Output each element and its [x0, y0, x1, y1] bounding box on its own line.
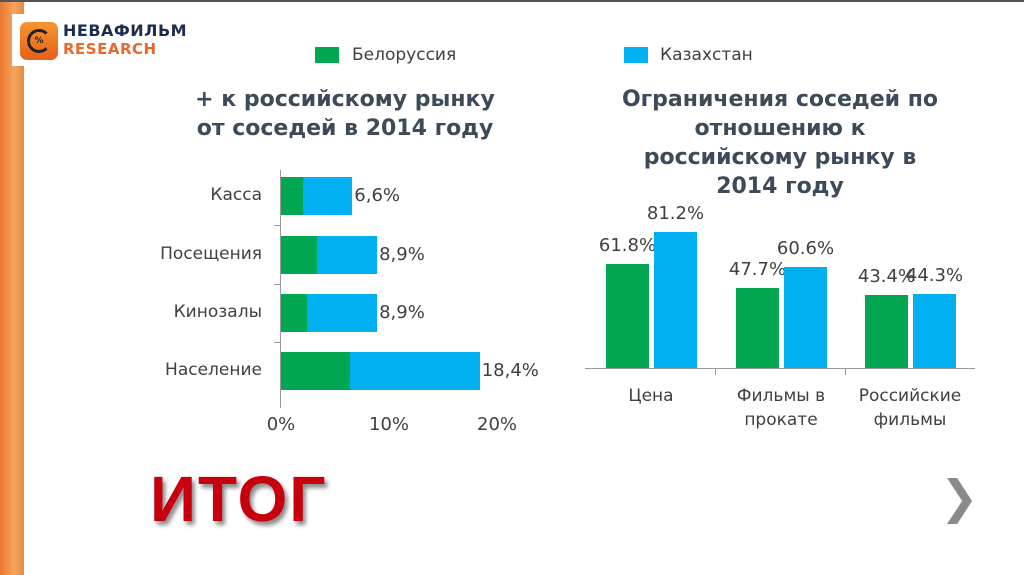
bar-segment — [281, 236, 317, 274]
data-label: 43.4% — [857, 266, 916, 288]
category-label: Посещения — [160, 244, 262, 264]
category-label: Кинозалы — [173, 302, 262, 322]
x-tick-label: 10% — [369, 414, 410, 435]
axis-tick — [274, 342, 280, 343]
category-label: Российские фильмы — [858, 386, 962, 430]
bar — [784, 266, 827, 368]
legend-label-belarus: Белоруссия — [352, 45, 457, 65]
summary-heading: ИТОГ — [150, 463, 328, 535]
left-chart-title: + к российскому рынку от соседей в 2014 … — [195, 87, 495, 141]
top-border — [0, 0, 1024, 2]
category-label: Цена — [628, 386, 674, 406]
chevron-right-icon[interactable]: ❯ — [940, 470, 979, 524]
legend-swatch-belarus — [315, 47, 339, 63]
total-label: 8,9% — [379, 302, 425, 323]
legend-label-kazakhstan: Казахстан — [660, 45, 753, 65]
total-label: 8,9% — [379, 244, 425, 265]
legend-swatch-kazakhstan — [624, 47, 648, 63]
total-label: 6,6% — [354, 185, 400, 206]
data-label: 61.8% — [598, 235, 657, 257]
axis-tick — [845, 368, 846, 375]
axis-tick — [274, 225, 280, 226]
data-label: 47.7% — [728, 259, 787, 281]
bar — [736, 288, 779, 368]
bar — [654, 232, 697, 368]
bar-segment — [350, 352, 480, 390]
data-label: 44.3% — [905, 264, 964, 286]
logo-percent-icon: % — [20, 22, 58, 60]
category-label: Касса — [210, 185, 262, 205]
bar — [606, 264, 649, 368]
y-axis — [280, 170, 281, 408]
bar-segment — [302, 177, 353, 215]
bar-segment — [316, 236, 378, 274]
bar — [913, 293, 956, 368]
logo-subtext: RESEARCH — [63, 40, 157, 58]
category-label: Население — [165, 360, 262, 380]
bar-segment — [281, 294, 307, 332]
logo-text: НЕВАФИЛЬМ — [63, 21, 188, 40]
bar-segment — [306, 294, 378, 332]
bar — [865, 295, 908, 368]
x-tick-label: 0% — [266, 414, 296, 435]
total-label: 18,4% — [481, 360, 539, 381]
bar-segment — [281, 177, 303, 215]
x-tick-label: 20% — [477, 414, 518, 435]
x-axis — [585, 368, 975, 369]
decorative-sidebar — [0, 0, 24, 575]
category-label: Фильмы в прокате — [736, 386, 826, 430]
data-label: 60.6% — [776, 237, 835, 259]
axis-tick — [715, 368, 716, 375]
right-chart-title: Ограничения соседей по отношению к росси… — [621, 87, 939, 199]
bar-segment — [281, 352, 351, 390]
axis-tick — [274, 284, 280, 285]
data-label: 81.2% — [646, 203, 705, 224]
